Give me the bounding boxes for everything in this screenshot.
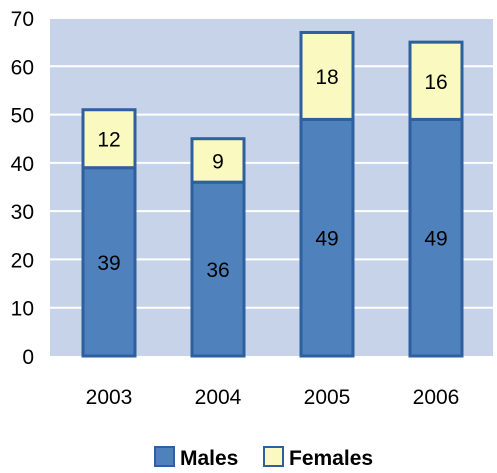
x-tick-label: 2003	[86, 386, 133, 409]
legend-swatch-females	[263, 446, 284, 467]
bar-males-2006	[408, 117, 464, 358]
data-label-females-2003: 12	[97, 129, 120, 152]
data-label-males-2006: 49	[424, 228, 447, 251]
x-axis-tick-labels: 2003 2004 2005 2006	[86, 386, 460, 409]
y-axis-tick-labels: 0 10 20 30 40 50 60 70	[11, 8, 34, 369]
bar-females-2003	[81, 108, 137, 170]
bar-females-2004	[190, 137, 246, 184]
x-tick-label: 2005	[304, 386, 351, 409]
y-tick-label: 70	[11, 8, 34, 31]
y-tick-label: 50	[11, 105, 34, 128]
data-label-males-2004: 36	[206, 259, 229, 282]
data-label-females-2006: 16	[424, 71, 447, 94]
bar-males-2004	[190, 180, 246, 358]
legend-label-females: Females	[289, 447, 373, 470]
legend-swatch-males	[154, 446, 175, 467]
legend-label-males: Males	[180, 447, 238, 470]
data-label-males-2005: 49	[315, 228, 338, 251]
legend: Males Females	[154, 446, 373, 470]
y-tick-label: 60	[11, 56, 34, 79]
y-tick-label: 20	[11, 249, 34, 272]
bar-females-2006	[408, 40, 464, 121]
x-tick-label: 2004	[195, 386, 242, 409]
bar-females-2005	[299, 30, 355, 121]
data-label-females-2005: 18	[315, 66, 338, 89]
y-tick-label: 0	[22, 346, 34, 369]
y-tick-label: 40	[11, 153, 34, 176]
bars: 39 12 36 9 49 18 49 16	[81, 30, 464, 358]
y-tick-label: 30	[11, 201, 34, 224]
data-label-males-2003: 39	[97, 252, 120, 275]
y-tick-label: 10	[11, 298, 34, 321]
data-label-females-2004: 9	[212, 150, 224, 173]
x-tick-label: 2006	[413, 386, 460, 409]
